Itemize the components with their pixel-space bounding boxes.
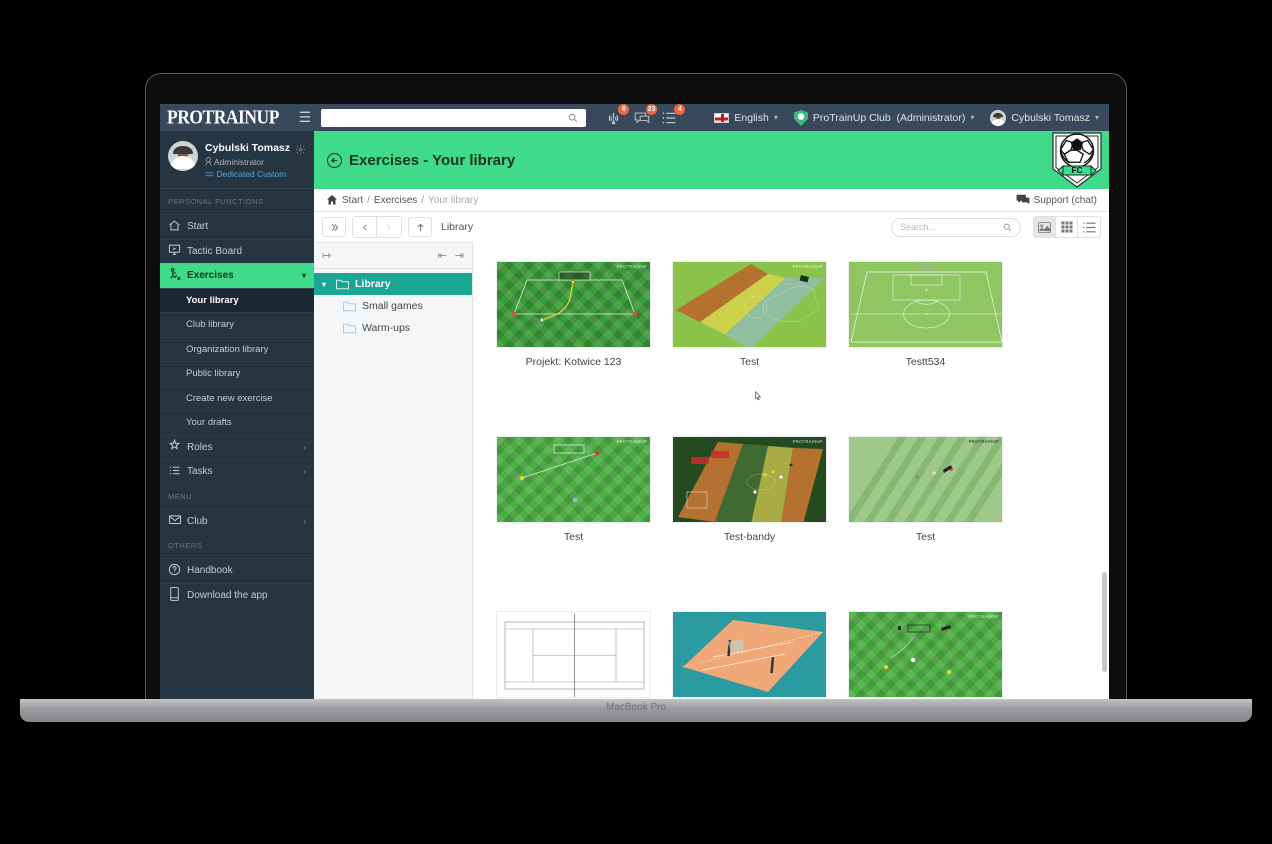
svg-text:FC: FC bbox=[1071, 165, 1082, 175]
